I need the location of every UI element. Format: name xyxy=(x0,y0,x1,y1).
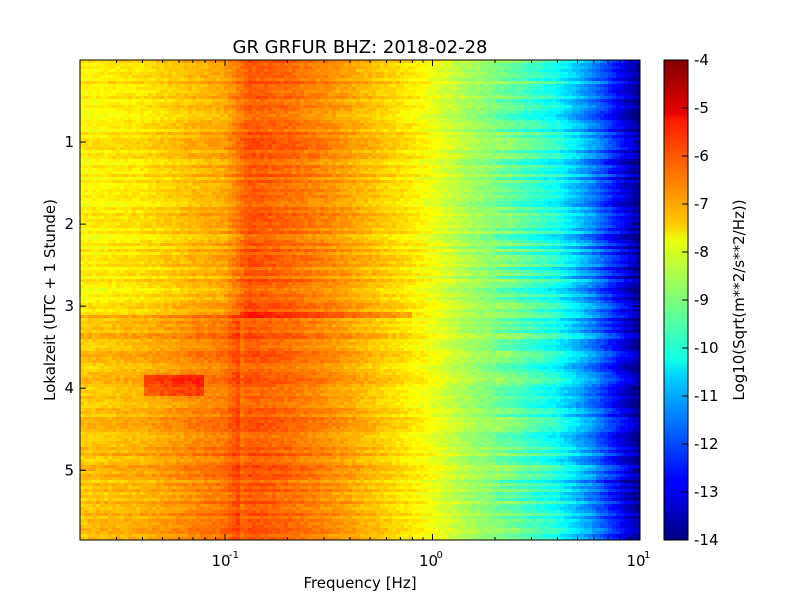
heatmap-plot-area xyxy=(80,60,641,541)
heatmap-cells xyxy=(80,60,641,541)
chart-title: GR GRFUR BHZ: 2018-02-28 xyxy=(233,37,488,58)
